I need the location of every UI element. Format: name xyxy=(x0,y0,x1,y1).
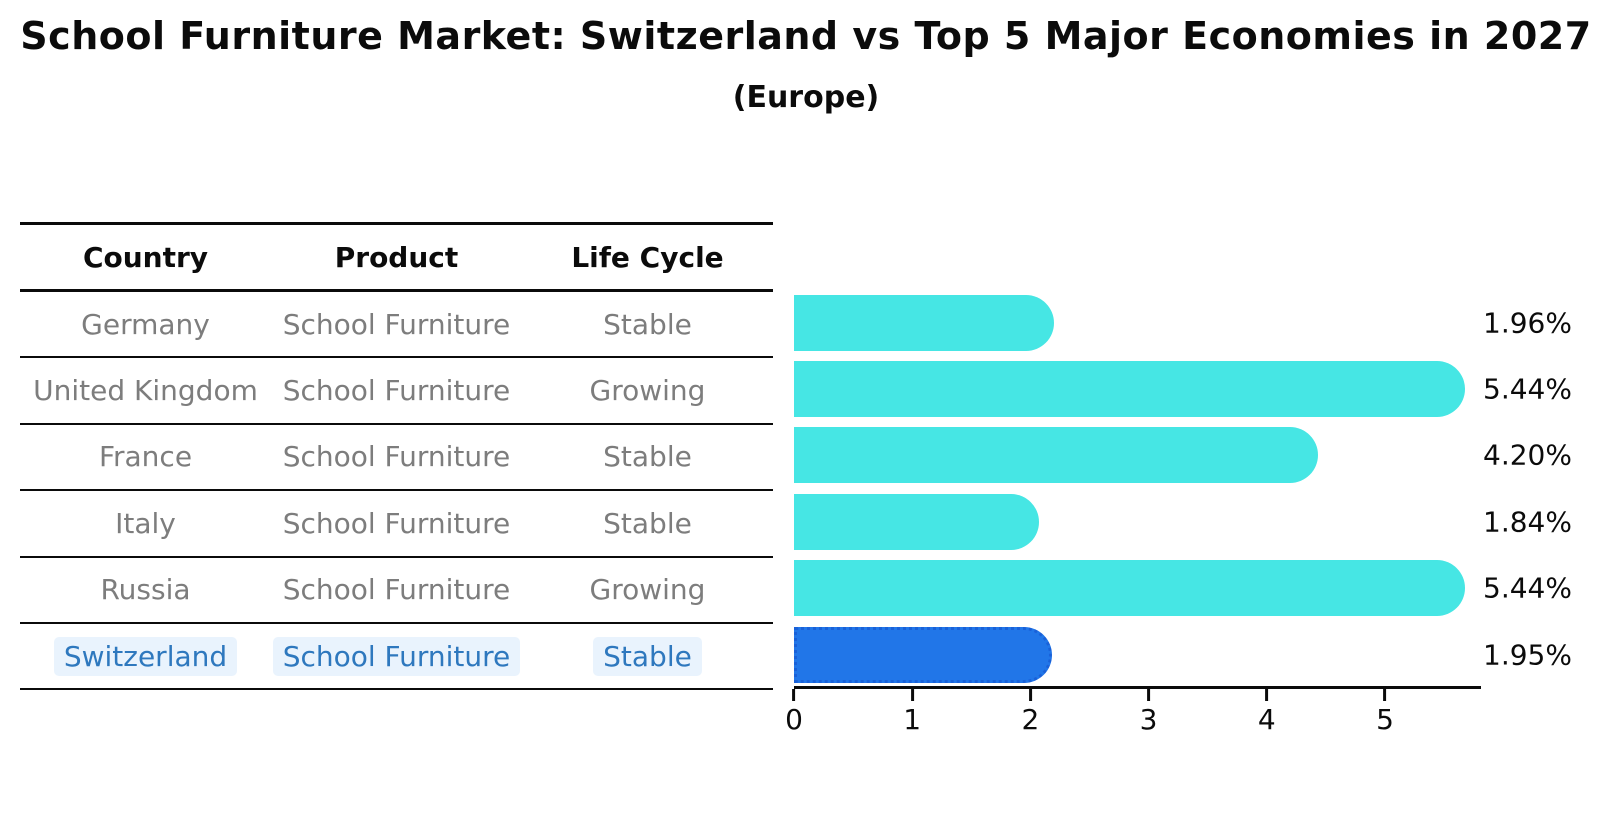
product-cell: School Furniture xyxy=(282,440,511,474)
table-row-france: France School Furniture Stable xyxy=(20,425,773,492)
tick-mark xyxy=(1265,689,1269,701)
x-axis-line xyxy=(794,686,1481,689)
life-cycle-cell: Stable xyxy=(603,506,692,540)
value-label: 1.96% xyxy=(1483,306,1572,339)
country-cell: France xyxy=(98,440,193,474)
product-cell: School Furniture xyxy=(282,573,511,607)
column-header-product: Product xyxy=(334,240,459,274)
bar-france xyxy=(794,427,1319,484)
value-label: 4.20% xyxy=(1483,438,1572,472)
bar-switzerland xyxy=(794,626,1053,683)
x-axis-tick: 1 xyxy=(903,689,921,736)
life-cycle-cell: Growing xyxy=(589,573,706,607)
x-axis-tick: 2 xyxy=(1021,689,1039,736)
column-header-country: Country xyxy=(82,240,209,274)
tick-label: 0 xyxy=(785,703,803,736)
x-axis-tick: 5 xyxy=(1376,689,1394,736)
tick-mark xyxy=(910,689,914,701)
table-row-germany: Germany School Furniture Stable xyxy=(20,292,773,359)
life-cycle-cell: Stable xyxy=(603,440,692,474)
x-axis-tick: 0 xyxy=(785,689,803,736)
life-cycle-cell: Stable xyxy=(522,636,773,676)
x-axis-tick: 3 xyxy=(1140,689,1158,736)
country-cell: Russia xyxy=(100,573,191,607)
table-row-russia: Russia School Furniture Growing xyxy=(20,558,773,624)
country-cell: Switzerland xyxy=(20,636,271,676)
comparison-table: Country Product Life Cycle Germany Schoo… xyxy=(20,222,773,691)
table-row-united-kingdom: United Kingdom School Furniture Growing xyxy=(20,358,773,425)
table-row-italy: Italy School Furniture Stable xyxy=(20,491,773,558)
life-cycle-cell: Stable xyxy=(603,307,692,341)
tick-label: 5 xyxy=(1376,703,1394,736)
product-cell: School Furniture xyxy=(282,506,511,540)
chart-title: School Furniture Market: Switzerland vs … xyxy=(20,14,1592,58)
bar-united-kingdom xyxy=(794,360,1465,417)
tick-label: 4 xyxy=(1257,703,1276,736)
value-label: 5.44% xyxy=(1483,372,1572,406)
tick-label: 1 xyxy=(903,703,922,736)
bar-russia xyxy=(794,560,1465,617)
bar-italy xyxy=(794,493,1040,550)
product-cell: School Furniture xyxy=(282,307,511,341)
x-axis-tick: 4 xyxy=(1258,689,1276,736)
tick-label: 3 xyxy=(1139,703,1158,736)
table-row-switzerland: Switzerland School Furniture Stable xyxy=(20,624,773,691)
value-label: 5.44% xyxy=(1483,571,1572,605)
tick-mark xyxy=(792,689,796,701)
life-cycle-cell: Growing xyxy=(589,374,706,408)
country-cell: Italy xyxy=(115,506,176,540)
value-label: 1.84% xyxy=(1483,505,1572,539)
bar-germany xyxy=(794,294,1054,351)
product-cell: School Furniture xyxy=(271,636,522,676)
country-cell: Germany xyxy=(81,307,210,341)
chart-subtitle: (Europe) xyxy=(732,80,880,115)
tick-mark xyxy=(1147,689,1151,701)
country-cell: United Kingdom xyxy=(33,374,258,408)
value-label: 1.95% xyxy=(1483,638,1572,671)
tick-mark xyxy=(1383,689,1387,701)
column-header-life-cycle: Life Cycle xyxy=(571,240,724,274)
table-header-row: Country Product Life Cycle xyxy=(20,225,773,292)
tick-label: 2 xyxy=(1021,703,1040,736)
tick-mark xyxy=(1028,689,1032,701)
product-cell: School Furniture xyxy=(282,374,511,408)
